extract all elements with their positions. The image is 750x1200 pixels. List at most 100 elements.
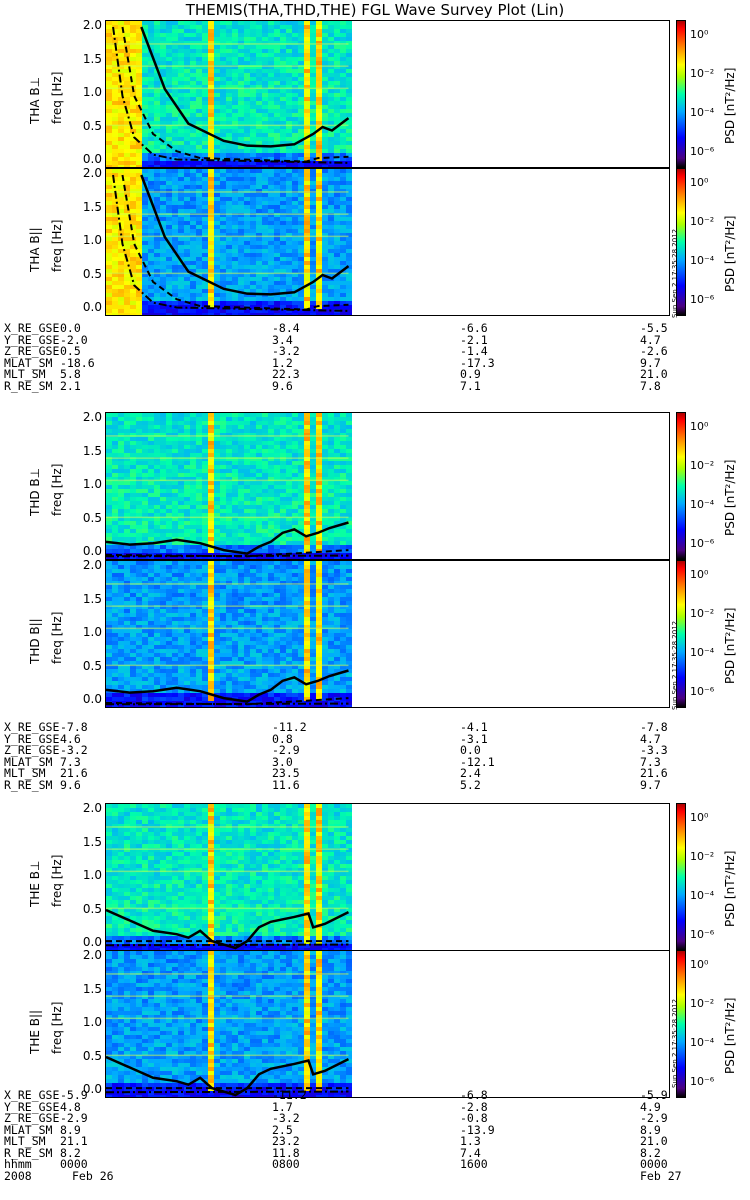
spectral-stripe [106,583,349,585]
ephemeris-row-label: hhmm [4,1157,32,1171]
ephemeris-value: 1.3 [460,1134,481,1148]
y-tick-label: 1.0 [82,1015,102,1029]
ephemeris-value: 4.7 [640,731,661,746]
colorbar-tick-label: 10⁻⁶ [690,928,715,941]
spectrogram-cells [106,804,352,950]
ephemeris-value: -2.1 [460,332,488,347]
ephemeris-value: 2.5 [272,1122,293,1137]
spectral-stripe [106,65,349,67]
y-tick-label: 1.5 [82,591,102,606]
ephemeris-row-label: MLT_SM [4,1134,46,1148]
ephemeris-value: -2.9 [640,1111,668,1125]
y-tick-label: 0.5 [82,266,102,281]
colorbar-tick-label: 10⁰ [690,568,709,581]
spectral-stripe [106,973,349,975]
spectrogram-cells [106,21,352,167]
gyrofrequency-solid-line [106,521,349,555]
ephemeris-value: -17.3 [460,355,495,370]
ephemeris-value: 0.0 [60,321,81,335]
spectrogram-panel [105,950,670,1098]
colorbar-label: PSD [nT²/Hz] [723,67,737,144]
ephemeris-value: -2.9 [272,743,300,757]
spectral-stripe [106,1017,349,1020]
ephemeris-value: 1.7 [272,1099,293,1114]
ephemeris-value: -7.8 [640,720,668,734]
spectrogram-svg [106,169,352,315]
y-tick-label: 1.0 [82,868,102,882]
ephemeris-row-label: R_RE_SM [4,1145,53,1160]
spectral-stripe [106,435,349,437]
colorbar [676,950,686,1098]
colorbar-tick-label: 10⁰ [690,958,709,971]
ephemeris-value: -12.1 [460,754,495,769]
colorbar-label: PSD [nT²/Hz] [723,215,737,292]
ephemeris-value: 0000 [640,1157,668,1171]
ephemeris-value: -11.2 [272,1088,307,1102]
ephemeris-value: 7.1 [460,378,481,393]
colorbar [676,803,686,951]
panel-probe-label: THD B|| [28,618,42,664]
ephemeris-value: 5.8 [60,367,81,381]
spectral-stripe [106,457,349,459]
dashed-line [121,174,349,311]
ephemeris-value: 3.0 [272,754,293,769]
ephemeris-value: 8.9 [640,1122,661,1137]
y-tick-label: 0.0 [82,544,102,558]
colorbar-tick-label: 10⁻² [690,607,715,620]
colorbar-tick-label: 10⁻⁶ [690,537,715,550]
gyrofrequency-solid-line [106,908,350,950]
ephemeris-value: -2.9 [60,1111,88,1125]
colorbar-tick-label: 10⁻⁶ [690,1075,715,1088]
y-tick-label: 0.5 [82,1048,102,1063]
colorbar-tick-label: 10⁰ [690,420,709,433]
dashed-line [121,26,349,163]
colorbar-tick-label: 10⁻⁴ [690,646,715,659]
ephemeris-value: -3.2 [272,344,300,358]
ephemeris-value: 9.7 [640,355,661,370]
y-tick-label: 0.5 [82,901,102,916]
ephemeris-row-label: MLAT_SM [4,355,53,370]
y-tick-label: 1.5 [82,199,102,214]
y-tick-label: 0.0 [82,152,102,166]
dashed-line [106,697,349,706]
ephemeris-value: 4.6 [60,731,81,746]
ephemeris-value: 8.9 [60,1122,81,1137]
colorbar-tick-label: 10⁰ [690,811,709,824]
y-tick-label: 0.0 [82,935,102,949]
ephemeris-value: 0.8 [272,731,293,746]
ephemeris-value: -5.5 [640,321,668,335]
date-year-label: 2008 [4,1168,32,1183]
colorbar-tick-label: 10⁻² [690,850,715,863]
ephemeris-value: -3.2 [60,743,88,757]
ephemeris-value: -4.1 [460,720,488,734]
ephemeris-value: 4.8 [60,1099,81,1114]
spectral-stripe [106,826,349,828]
ephemeris-value: 21.6 [640,766,668,780]
ephemeris-value: 8.2 [640,1145,661,1160]
ephemeris-row-label: R_RE_SM [4,777,53,792]
ephemeris-value: 3.4 [272,332,293,347]
y-tick-label: 0.0 [82,1082,102,1096]
spectral-stripe [106,516,349,519]
spectral-stripe [106,907,349,910]
y-tick-label: 1.5 [82,51,102,66]
spectral-stripe [106,870,349,873]
colorbar-label: PSD [nT²/Hz] [723,607,737,684]
spectral-stripe [106,627,349,630]
spectrogram-panel [105,168,670,316]
panel-y-axis-label: freq [Hz] [50,463,64,516]
ephemeris-value: 21.0 [640,1134,668,1148]
ephemeris-row-label: Z_RE_GSE [4,344,60,358]
ephemeris-value: 7.3 [60,754,81,769]
ephemeris-value: -2.8 [460,1099,488,1114]
ephemeris-value: -5.9 [640,1088,668,1102]
ephemeris-row-label: X_RE_GSE [4,1088,60,1102]
panel-y-axis-label: freq [Hz] [50,71,64,124]
y-tick-label: 1.0 [82,85,102,99]
colorbar-tick-label: 10⁻² [690,459,715,472]
spectrogram-svg [106,21,352,167]
ephemeris-row-label: MLT_SM [4,766,46,780]
colorbar-tick-label: 10⁻² [690,215,715,228]
panel-y-axis-label: freq [Hz] [50,854,64,907]
ephemeris-value: -0.8 [460,1111,488,1125]
